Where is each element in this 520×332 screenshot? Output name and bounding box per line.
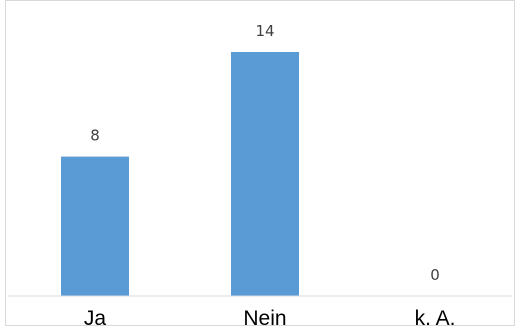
data-label: 8 bbox=[90, 127, 100, 145]
data-labels-group: 8 14 0 bbox=[90, 22, 440, 284]
x-tick-label: Ja bbox=[84, 307, 107, 330]
data-label: 0 bbox=[430, 266, 440, 284]
bars-group bbox=[61, 52, 299, 296]
x-tick-label: Nein bbox=[243, 307, 286, 330]
bar-ja bbox=[61, 156, 129, 296]
x-tick-labels-group: Ja Nein k. A. bbox=[84, 307, 456, 330]
data-label: 14 bbox=[255, 22, 274, 40]
x-tick-label: k. A. bbox=[415, 307, 456, 330]
bar-nein bbox=[231, 52, 299, 296]
